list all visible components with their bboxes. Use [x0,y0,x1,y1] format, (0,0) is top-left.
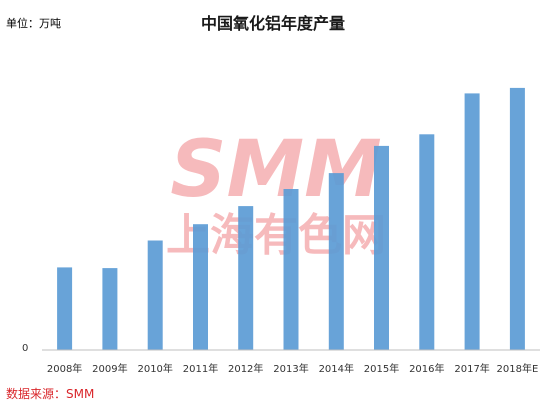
bar-2017年 [464,93,480,351]
bar-2010年 [147,240,163,350]
bar-2009年 [102,268,118,350]
x-tick-label: 2008年 [47,362,82,375]
unit-label: 单位：万吨 [6,17,61,30]
bar-2008年 [57,267,73,350]
bar-2015年 [374,145,389,350]
source-label: 数据来源： [6,387,67,401]
x-tick-label: 2013年 [273,362,308,375]
source-value: SMM [66,387,95,401]
bar-2018年E [509,87,525,351]
x-tick-label: 2018年E [497,362,539,375]
x-tick-label: 2012年 [228,362,263,375]
x-tick-label: 2017年 [454,362,489,375]
x-tick-label: 2009年 [92,362,127,375]
data-source: 数据来源：SMM [6,385,94,402]
chart-title: 中国氧化铝年度产量 [200,14,345,33]
bar-2012年 [238,206,254,350]
y-tick-label-0: 0 [22,343,29,354]
bar-2016年 [419,134,435,350]
watermark-logo-text: SMM [170,125,381,215]
x-tick-label: 2016年 [409,362,444,375]
x-tick-labels: 2008年 2009年 2010年 2011年 2012年 2013年 2014年 2015年… [47,362,538,375]
bar-2013年 [283,189,299,350]
bar-2011年 [193,224,208,350]
smm-watermark-logo: SMM 上海有色网 [166,125,386,261]
bar-2014年 [328,173,344,350]
x-tick-label: 2011年 [183,362,218,375]
x-tick-label: 2010年 [137,362,172,375]
bars-group [57,87,525,351]
x-tick-label: 2014年 [319,362,354,375]
x-tick-label: 2015年 [364,362,399,375]
